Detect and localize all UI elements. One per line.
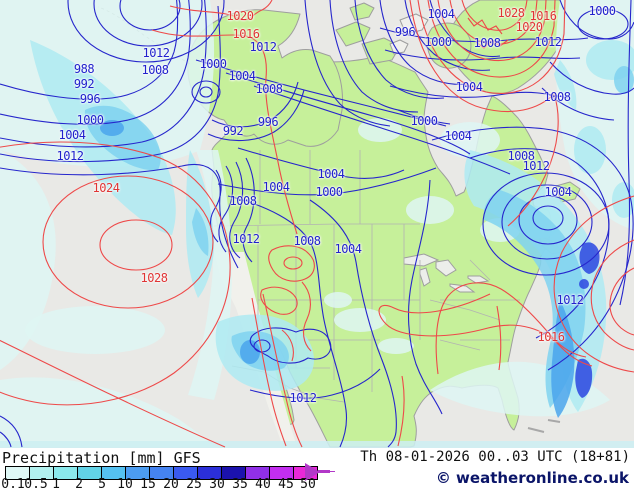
isobar-label: 1028 bbox=[497, 6, 525, 20]
isobar-label: 1004 bbox=[228, 69, 256, 83]
legend-color-segment bbox=[102, 467, 126, 479]
isobar-label: 1016 bbox=[537, 330, 565, 344]
isobar-label: 1000 bbox=[424, 35, 452, 49]
isobar-label: 1004 bbox=[58, 128, 86, 142]
isobar-label: 1012 bbox=[556, 293, 584, 307]
isobars-red bbox=[0, 0, 634, 448]
map-canvas bbox=[0, 0, 634, 448]
isobar-label: 1000 bbox=[588, 4, 616, 18]
legend-color-segment bbox=[222, 467, 246, 479]
legend-color-segment bbox=[150, 467, 174, 479]
legend-title: Precipitation [mm] GFS bbox=[2, 449, 201, 467]
colorbar-tick-label: 40 bbox=[255, 477, 271, 490]
isobar-label: 1004 bbox=[427, 7, 455, 21]
isobar-label: 1012 bbox=[522, 159, 550, 173]
colorbar-tick-label: 20 bbox=[163, 477, 179, 490]
legend-color-segment bbox=[78, 467, 102, 479]
isobar-label: 1012 bbox=[534, 35, 562, 49]
colorbar-tick-label: 5 bbox=[98, 477, 106, 490]
isobar-label: 1000 bbox=[315, 185, 343, 199]
isobar-label: 996 bbox=[79, 92, 101, 106]
isobar-label: 1000 bbox=[76, 113, 104, 127]
colorbar-tick-label: 25 bbox=[186, 477, 202, 490]
isobar-label: 1008 bbox=[229, 194, 257, 208]
isobar-label: 1012 bbox=[56, 149, 84, 163]
isobar-label: 992 bbox=[73, 77, 95, 91]
isobar-label: 1000 bbox=[199, 57, 227, 71]
colorbar-tick-label: 2 bbox=[75, 477, 83, 490]
legend-color-segment bbox=[30, 467, 54, 479]
colorbar-tick-label: 35 bbox=[232, 477, 248, 490]
isobar-label: 1004 bbox=[317, 167, 345, 181]
isobar-label: 1020 bbox=[515, 20, 543, 34]
isobar-label: 1016 bbox=[232, 27, 260, 41]
isobar-label: 1012 bbox=[142, 46, 170, 60]
precipitation-colorbar bbox=[5, 466, 318, 480]
isobar-label: 1008 bbox=[293, 234, 321, 248]
forecast-datetime: Th 08-01-2026 00..03 UTC (18+81) bbox=[360, 449, 630, 465]
isobar-label-layer: 988 992 996 1000 1004 1012 1012 1008 1012 1000 100… bbox=[56, 4, 616, 405]
isobar-label: 1004 bbox=[544, 185, 572, 199]
legend-color-segment bbox=[270, 467, 294, 479]
isobar-label: 996 bbox=[257, 115, 279, 129]
isobar-label: 1008 bbox=[141, 63, 169, 77]
isobar-label: 1004 bbox=[444, 129, 472, 143]
colorbar-tick-label: 15 bbox=[140, 477, 156, 490]
isobar-label: 1004 bbox=[334, 242, 362, 256]
precipitation-layer bbox=[0, 0, 634, 448]
isobar-label: 1004 bbox=[455, 80, 483, 94]
colorbar-tick-label: 10 bbox=[117, 477, 133, 490]
isobar-label: 1012 bbox=[289, 391, 317, 405]
isobar-label: 1000 bbox=[410, 114, 438, 128]
colorbar-tick-label: 1 bbox=[52, 477, 60, 490]
isobar-label: 988 bbox=[73, 62, 95, 76]
isobar-label: 1016 bbox=[529, 9, 557, 23]
map-region: 988 992 996 1000 1004 1012 1012 1008 1012 1000 100… bbox=[0, 0, 634, 448]
arctic-island bbox=[399, 13, 429, 35]
legend-color-segment bbox=[54, 467, 78, 479]
lake-ontario bbox=[467, 275, 490, 284]
arctic-island bbox=[335, 21, 371, 47]
isobar-label: 996 bbox=[394, 25, 416, 39]
isobar-label: 1012 bbox=[232, 232, 260, 246]
isobar-label: 1012 bbox=[249, 40, 277, 54]
colorbar-arrow-icon bbox=[305, 463, 320, 481]
legend-color-segment bbox=[6, 467, 30, 479]
lake-huron bbox=[435, 259, 457, 277]
legend-color-segment bbox=[174, 467, 198, 479]
legend-color-segment bbox=[246, 467, 270, 479]
colorbar-tick-label: 0.5 bbox=[24, 477, 48, 490]
isobar-label: 1008 bbox=[473, 36, 501, 50]
isobar-label: 1028 bbox=[140, 271, 168, 285]
colorbar-tick-label: 50 bbox=[300, 477, 316, 490]
legend-color-segment bbox=[198, 467, 222, 479]
colorbar-arrow-tail bbox=[318, 470, 330, 473]
isobar-label: 1008 bbox=[255, 82, 283, 96]
colorbar-arrow-tip bbox=[329, 471, 335, 472]
isobar-label: 1020 bbox=[226, 9, 254, 23]
alaska bbox=[187, 9, 343, 147]
isobar-label: 1008 bbox=[507, 149, 535, 163]
colorbar-ticks: 0.1 0.5 1 2 5 10 15 20 25 30 35 40 45 50 bbox=[0, 477, 340, 490]
isobar-label: 992 bbox=[222, 124, 244, 138]
copyright-text: © weatheronline.co.uk bbox=[435, 469, 629, 487]
colorbar-tick-label: 30 bbox=[209, 477, 225, 490]
isobar-label: 1004 bbox=[262, 180, 290, 194]
colorbar-tick-label: 45 bbox=[278, 477, 294, 490]
isobar-label: 1008 bbox=[543, 90, 571, 104]
isobar-label: 1024 bbox=[92, 181, 120, 195]
legend-color-segment bbox=[126, 467, 150, 479]
colorbar-tick-label: 0.1 bbox=[1, 477, 25, 490]
